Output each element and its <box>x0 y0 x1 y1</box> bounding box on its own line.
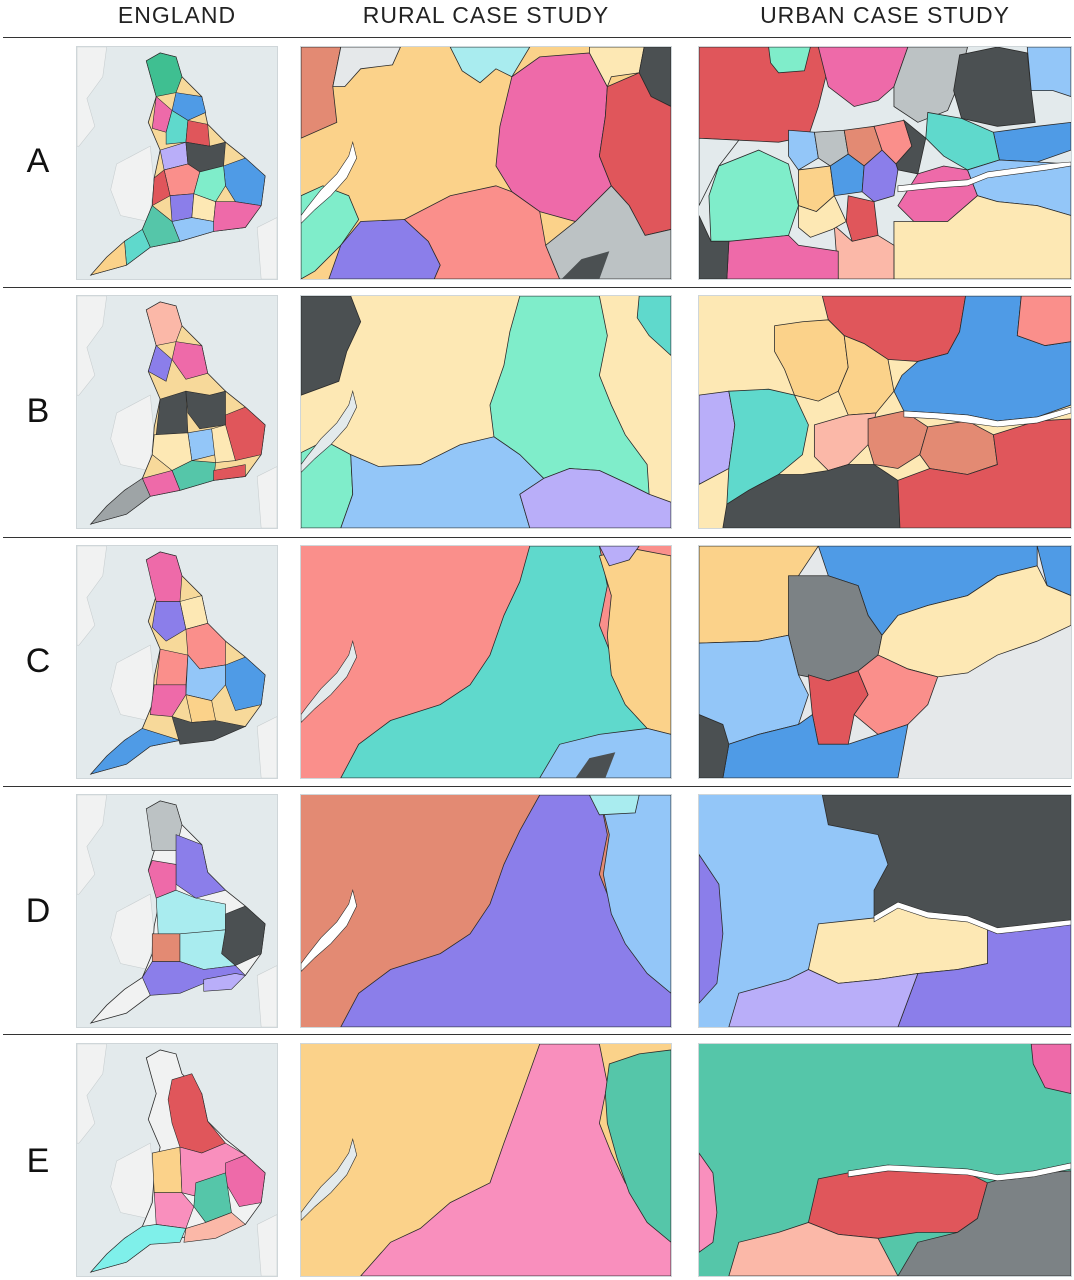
england-map-d <box>76 794 278 1028</box>
row-label-a: A <box>26 142 50 180</box>
england-map-c <box>76 545 278 779</box>
urban-map-d <box>698 794 1072 1028</box>
column-header-urban: URBAN CASE STUDY <box>760 2 1010 28</box>
england-map-e <box>76 1043 278 1277</box>
rural-map-e <box>300 1043 672 1277</box>
separator-rule <box>3 537 1071 538</box>
urban-map-a <box>698 46 1072 280</box>
row-label-c: C <box>25 642 51 680</box>
column-header-england: ENGLAND <box>117 2 237 28</box>
rural-map-a <box>300 46 672 280</box>
england-map-b <box>76 295 278 529</box>
rural-map-c <box>300 545 672 779</box>
separator-rule <box>3 287 1071 288</box>
urban-map-c <box>698 545 1072 779</box>
row-label-b: B <box>26 392 50 430</box>
row-label-e: E <box>26 1142 50 1180</box>
row-label-d: D <box>25 892 51 930</box>
england-map-a <box>76 46 278 280</box>
rural-map-b <box>300 295 672 529</box>
column-header-rural: RURAL CASE STUDY <box>362 2 610 28</box>
urban-map-e <box>698 1043 1072 1277</box>
rural-map-d <box>300 794 672 1028</box>
separator-rule <box>3 37 1071 38</box>
separator-rule <box>3 1034 1071 1035</box>
urban-map-b <box>698 295 1072 529</box>
separator-rule <box>3 786 1071 787</box>
